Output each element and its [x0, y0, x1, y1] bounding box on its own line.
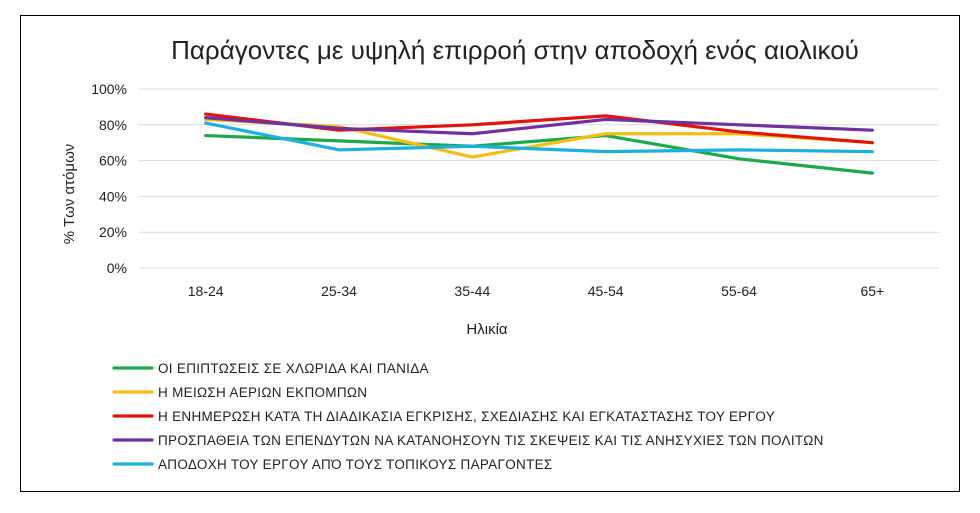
y-axis-label: % Των ατόμων [61, 144, 78, 245]
y-tick-label: 0% [107, 260, 127, 276]
y-axis-ticks: 0% 20% 40% 60% 80% 100% [91, 81, 127, 276]
y-tick-label: 60% [99, 153, 127, 169]
legend-label: ΑΠΟΔΟΧΗ ΤΟΥ ΕΡΓΟΥ ΑΠΌ ΤΟΥΣ ΤΟΠΙΚΟΥΣ ΠΑΡΑ… [158, 457, 553, 472]
series-line-5 [204, 121, 874, 154]
x-axis-label: Ηλικία [466, 321, 507, 338]
series-line-4 [204, 116, 874, 136]
series-line-1 [204, 133, 874, 175]
line-chart: Παράγοντες με υψηλή επιρροή στην αποδοχή… [61, 35, 939, 472]
x-axis-ticks: 18-24 25-34 35-44 45-54 55-64 65+ [188, 283, 884, 299]
y-tick-label: 20% [99, 224, 127, 240]
chart-title: Παράγοντες με υψηλή επιρροή στην αποδοχή… [171, 35, 859, 65]
gridlines [139, 88, 939, 269]
legend-label: ΠΡΟΣΠΑΘΕΙΑ ΤΩΝ ΕΠΕΝΔΥΤΩΝ ΝΑ ΚΑΤΑΝΟΗΣΟΥΝ … [158, 433, 824, 448]
x-tick-label: 35-44 [454, 283, 490, 299]
legend-label: ΟΙ ΕΠΙΠΤΩΣΕΙΣ ΣΕ ΧΛΩΡΙΔΑ ΚΑΙ ΠΑΝΙΔΑ [158, 361, 429, 376]
y-tick-label: 80% [99, 117, 127, 133]
x-tick-label: 18-24 [188, 283, 224, 299]
series-lines [204, 112, 874, 175]
x-tick-label: 65+ [860, 283, 884, 299]
legend-label: Η ΕΝΗΜΕΡΩΣΗ ΚΑΤΆ ΤΗ ΔΙΑΔΙΚΑΣΙΑ ΕΓΚΡΙΣΗΣ,… [158, 409, 775, 424]
legend-label: Η ΜΕΙΩΣΗ ΑΕΡΙΩΝ ΕΚΠΟΜΠΩΝ [158, 385, 367, 400]
x-tick-label: 45-54 [588, 283, 624, 299]
y-tick-label: 100% [91, 81, 127, 97]
x-tick-label: 55-64 [721, 283, 757, 299]
chart-frame: Παράγοντες με υψηλή επιρροή στην αποδοχή… [20, 15, 960, 492]
legend: ΟΙ ΕΠΙΠΤΩΣΕΙΣ ΣΕ ΧΛΩΡΙΔΑ ΚΑΙ ΠΑΝΙΔΑ Η ΜΕΙ… [112, 361, 824, 472]
y-tick-label: 40% [99, 188, 127, 204]
x-tick-label: 25-34 [321, 283, 357, 299]
